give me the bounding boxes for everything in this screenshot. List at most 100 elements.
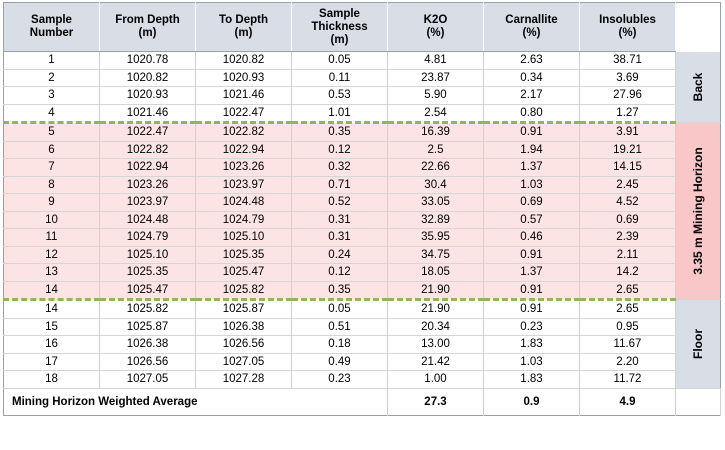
thickness-cell: 0.12	[291, 141, 388, 159]
table-row: 2 1020.82 1020.93 0.11 23.87 0.34 3.69	[3, 69, 721, 87]
insolubles-cell: 4.52	[579, 193, 676, 212]
from-depth-cell: 1027.05	[99, 370, 196, 389]
carnallite-cell: 2.17	[483, 86, 580, 105]
table-row: 16 1026.38 1026.56 0.18 13.00 1.83 11.67	[3, 335, 721, 354]
table-row: 15 1025.87 1026.38 0.51 20.34 0.23 0.95	[3, 318, 721, 336]
header-sample-thickness: Sample Thickness (m)	[291, 2, 388, 52]
k2o-cell: 33.05	[387, 193, 484, 212]
to-depth-cell: 1027.05	[195, 353, 292, 371]
from-depth-cell: 1026.56	[99, 353, 196, 371]
zone-label-mining: 3.35 m Mining Horizon	[675, 122, 721, 300]
insolubles-cell: 1.27	[579, 104, 676, 123]
weighted-average-carnallite: 0.9	[483, 387, 580, 415]
insolubles-cell: 3.91	[579, 121, 676, 142]
header-from-depth: From Depth (m)	[99, 2, 196, 52]
insolubles-cell: 3.69	[579, 69, 676, 87]
header-k2o: K2O (%)	[387, 2, 484, 52]
from-depth-cell: 1022.82	[99, 141, 196, 159]
thickness-cell: 0.12	[291, 263, 388, 282]
k2o-cell: 5.90	[387, 86, 484, 105]
to-depth-cell: 1025.87	[195, 299, 292, 319]
from-depth-cell: 1023.97	[99, 193, 196, 212]
zone-label-floor: Floor	[675, 299, 721, 389]
to-depth-cell: 1026.38	[195, 318, 292, 336]
carnallite-cell: 1.83	[483, 335, 580, 354]
thickness-cell: 0.05	[291, 51, 388, 70]
header-insolubles: Insolubles (%)	[579, 2, 676, 52]
k2o-cell: 18.05	[387, 263, 484, 282]
table-row: 3 1020.93 1021.46 0.53 5.90 2.17 27.96	[3, 86, 721, 105]
sample-number-cell: 17	[3, 353, 100, 371]
thickness-cell: 0.05	[291, 299, 388, 319]
sample-number-cell: 14	[3, 281, 100, 301]
from-depth-cell: 1026.38	[99, 335, 196, 354]
carnallite-cell: 0.57	[483, 211, 580, 229]
k2o-cell: 23.87	[387, 69, 484, 87]
sample-number-cell: 5	[3, 121, 100, 142]
carnallite-cell: 0.23	[483, 318, 580, 336]
carnallite-cell: 0.91	[483, 121, 580, 142]
from-depth-cell: 1025.10	[99, 246, 196, 264]
table-body: 1 1020.78 1020.82 0.05 4.81 2.63 38.71 Back 2 102…	[3, 51, 721, 389]
to-depth-cell: 1024.48	[195, 193, 292, 212]
zone-label-mining-text: 3.35 m Mining Horizon	[691, 147, 705, 275]
carnallite-cell: 0.91	[483, 299, 580, 319]
to-depth-cell: 1020.82	[195, 51, 292, 70]
insolubles-cell: 2.45	[579, 176, 676, 194]
weighted-average-insolubles: 4.9	[579, 387, 676, 415]
thickness-cell: 0.32	[291, 158, 388, 177]
table-row: 12 1025.10 1025.35 0.24 34.75 0.91 2.11	[3, 246, 721, 264]
sample-number-cell: 14	[3, 299, 100, 319]
to-depth-cell: 1021.46	[195, 86, 292, 105]
k2o-cell: 4.81	[387, 51, 484, 70]
header-to-depth: To Depth (m)	[195, 2, 292, 52]
to-depth-cell: 1025.47	[195, 263, 292, 282]
to-depth-cell: 1020.93	[195, 69, 292, 87]
k2o-cell: 2.54	[387, 104, 484, 123]
insolubles-cell: 0.95	[579, 318, 676, 336]
header-carnallite: Carnallite (%)	[483, 2, 580, 52]
k2o-cell: 22.66	[387, 158, 484, 177]
sample-number-cell: 2	[3, 69, 100, 87]
from-depth-cell: 1025.35	[99, 263, 196, 282]
sample-number-cell: 11	[3, 228, 100, 247]
to-depth-cell: 1022.47	[195, 104, 292, 123]
table-row: 14 1025.47 1025.82 0.35 21.90 0.91 2.65	[3, 281, 721, 301]
weighted-average-label: Mining Horizon Weighted Average	[3, 387, 388, 415]
to-depth-cell: 1025.10	[195, 228, 292, 247]
carnallite-cell: 0.91	[483, 246, 580, 264]
carnallite-cell: 0.80	[483, 104, 580, 123]
header-sample-number: Sample Number	[3, 2, 100, 52]
table-row: 1 1020.78 1020.82 0.05 4.81 2.63 38.71 Back	[3, 51, 721, 123]
thickness-cell: 0.52	[291, 193, 388, 212]
insolubles-cell: 38.71	[579, 51, 676, 70]
insolubles-cell: 11.72	[579, 370, 676, 389]
thickness-cell: 0.31	[291, 211, 388, 229]
to-depth-cell: 1022.94	[195, 141, 292, 159]
k2o-cell: 32.89	[387, 211, 484, 229]
k2o-cell: 2.5	[387, 141, 484, 159]
insolubles-cell: 27.96	[579, 86, 676, 105]
insolubles-cell: 0.69	[579, 211, 676, 229]
carnallite-cell: 1.03	[483, 176, 580, 194]
to-depth-cell: 1025.35	[195, 246, 292, 264]
sample-number-cell: 15	[3, 318, 100, 336]
thickness-cell: 0.35	[291, 121, 388, 142]
table-row: 14 1025.82 1025.87 0.05 21.90 0.91 2.65 Floor	[3, 299, 721, 389]
k2o-cell: 21.90	[387, 281, 484, 301]
from-depth-cell: 1023.26	[99, 176, 196, 194]
table-row: 8 1023.26 1023.97 0.71 30.4 1.03 2.45	[3, 176, 721, 194]
thickness-cell: 0.11	[291, 69, 388, 87]
table-row: 10 1024.48 1024.79 0.31 32.89 0.57 0.69	[3, 211, 721, 229]
thickness-cell: 0.31	[291, 228, 388, 247]
thickness-cell: 0.49	[291, 353, 388, 371]
thickness-cell: 1.01	[291, 104, 388, 123]
from-depth-cell: 1025.47	[99, 281, 196, 301]
table-row: 5 1022.47 1022.82 0.35 16.39 0.91 3.91 3.35 m M…	[3, 121, 721, 300]
insolubles-cell: 14.15	[579, 158, 676, 177]
k2o-cell: 35.95	[387, 228, 484, 247]
table-row: 6 1022.82 1022.94 0.12 2.5 1.94 19.21	[3, 141, 721, 159]
to-depth-cell: 1023.26	[195, 158, 292, 177]
insolubles-cell: 2.39	[579, 228, 676, 247]
insolubles-cell: 2.11	[579, 246, 676, 264]
